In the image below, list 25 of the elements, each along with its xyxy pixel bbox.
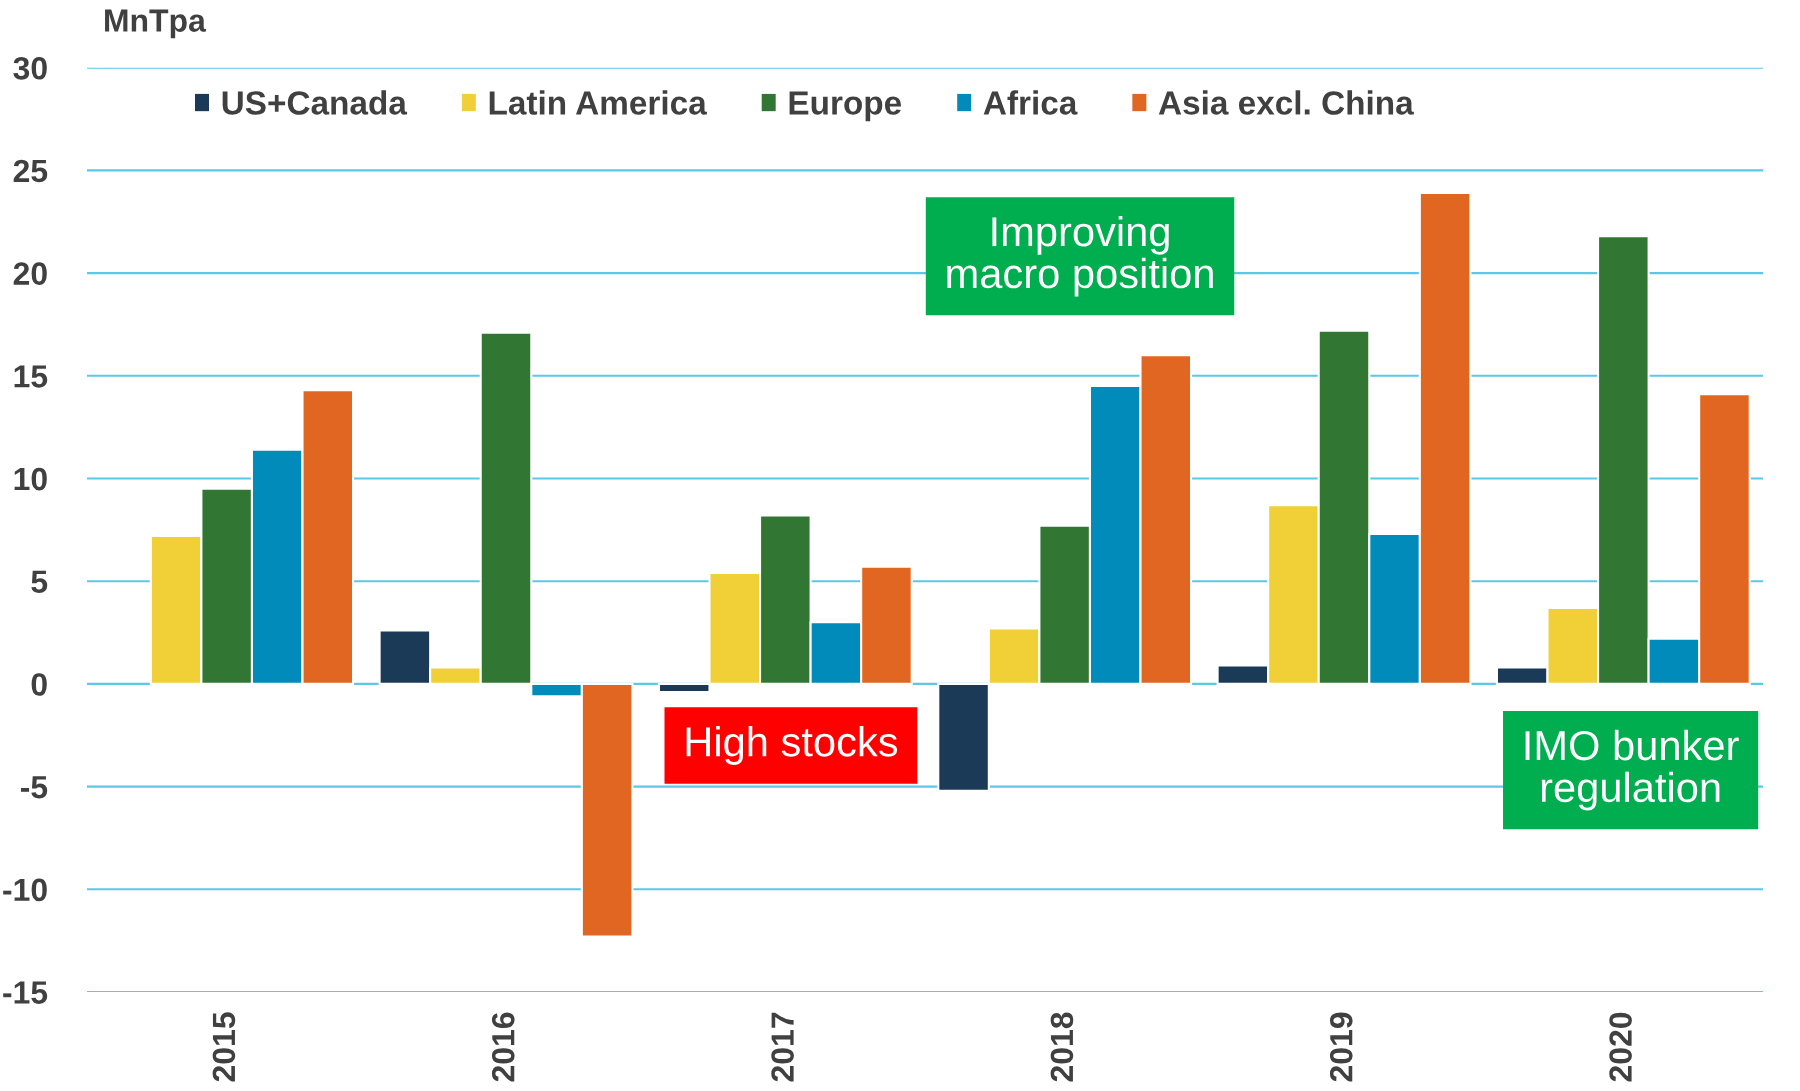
y-tick-label: 25 — [13, 159, 48, 183]
y-tick-label: 30 — [13, 56, 47, 80]
x-tick-label: 2015 — [212, 1012, 236, 1082]
legend-label: Europe — [789, 91, 902, 122]
x-tick-label: 2019 — [1329, 1012, 1353, 1082]
legend-label: US+Canada — [222, 90, 408, 115]
y-tick-label: 5 — [31, 570, 48, 594]
legend-label: Africa — [983, 90, 1078, 115]
y-tick-label: -15 — [3, 981, 48, 1004]
legend-label: Asia excl. China — [1158, 90, 1414, 115]
x-tick-label: 2020 — [1609, 1012, 1632, 1082]
x-tick-label: 2018 — [1050, 1012, 1074, 1082]
annotation: IMO bunker regulation — [1525, 729, 1739, 811]
x-tick-label: 2016 — [491, 1012, 515, 1082]
y-tick-label: 0 — [31, 673, 47, 696]
annotation: Improving macro position — [947, 215, 1213, 297]
y-tick-label: 10 — [14, 467, 47, 491]
y-tick-label: 20 — [13, 262, 47, 285]
y-tick-label: -5 — [20, 776, 48, 799]
y-tick-label: 15 — [14, 365, 48, 388]
legend-label: Latin America — [489, 90, 707, 115]
y-tick-label: -10 — [3, 878, 47, 902]
y-axis-title: MnTpa — [105, 9, 207, 39]
x-tick-label: 2017 — [771, 1012, 794, 1082]
annotation: High stocks — [686, 726, 898, 765]
